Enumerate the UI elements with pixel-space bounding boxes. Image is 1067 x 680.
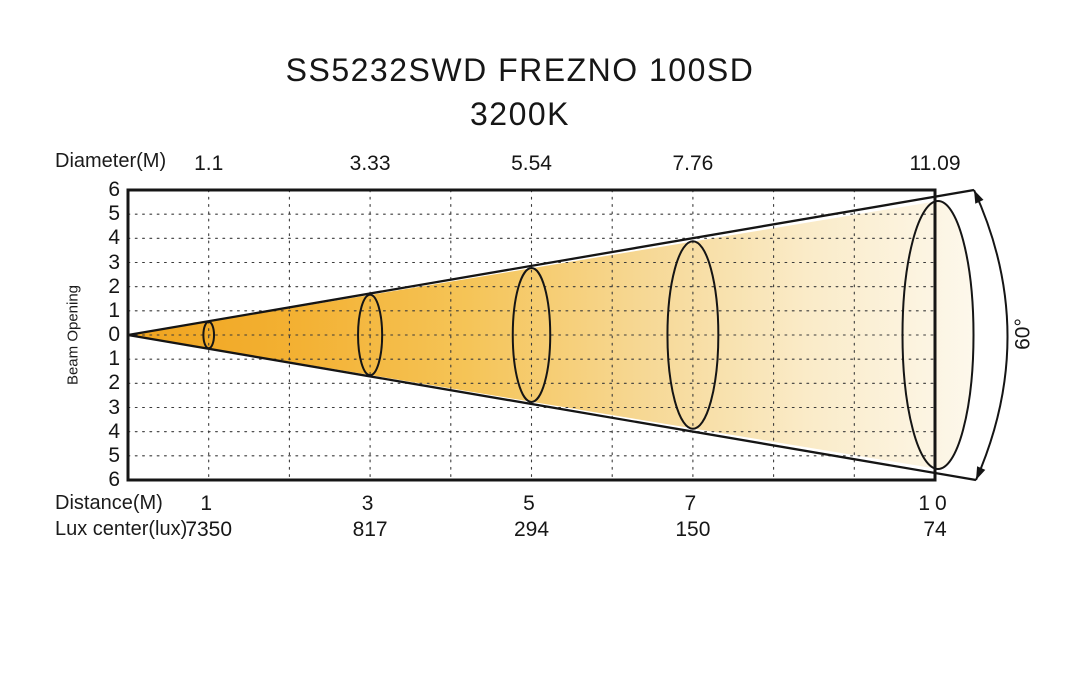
y-axis-tick: 0 <box>108 323 120 346</box>
y-axis-tick: 3 <box>108 395 120 419</box>
y-axis-tick: 5 <box>108 443 120 467</box>
diameter-value: 1.1 <box>194 152 224 175</box>
distance-row-label: Distance(M) <box>55 492 163 514</box>
y-axis-tick: 4 <box>108 226 120 250</box>
distance-value: 5 <box>523 492 540 515</box>
y-axis-tick: 6 <box>108 178 120 201</box>
distance-value: 1 <box>200 492 218 515</box>
chart-title: SS5232SWD FREZNO 100SD <box>285 52 755 88</box>
y-axis-tick: 6 <box>108 468 120 491</box>
distance-value: 7 <box>684 492 702 515</box>
distance-value: 10 <box>918 492 952 515</box>
lux-value: 150 <box>675 518 711 541</box>
diameter-value: 3.33 <box>349 152 391 175</box>
diameter-value: 11.09 <box>909 152 961 175</box>
y-axis-tick: 1 <box>108 347 120 371</box>
diameter-row-label: Diameter(M) <box>55 150 167 172</box>
y-axis-tick: 5 <box>108 202 120 226</box>
y-axis-tick: 2 <box>108 371 120 395</box>
y-axis-tick: 2 <box>108 274 120 298</box>
chart-subtitle: 3200K <box>469 96 571 132</box>
y-axis-tick: 3 <box>108 250 120 274</box>
diameter-value: 7.76 <box>672 152 714 175</box>
distance-value: 3 <box>361 492 379 515</box>
lux-value: 294 <box>513 518 550 541</box>
lux-value: 817 <box>352 518 388 541</box>
diameter-value: 5.54 <box>511 152 552 175</box>
lux-row-label: Lux center(lux) <box>55 518 188 540</box>
y-axis-tick: 4 <box>108 419 120 443</box>
y-axis-tick: 1 <box>108 298 120 322</box>
lux-value: 7350 <box>185 518 233 541</box>
beam-angle-label: 60° <box>1012 318 1035 350</box>
lux-value: 74 <box>923 518 947 541</box>
